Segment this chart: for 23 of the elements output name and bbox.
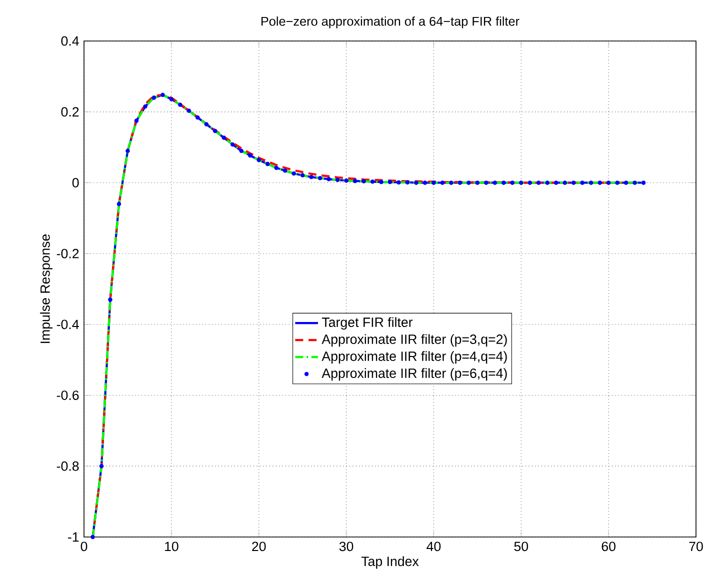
legend-label: Target FIR filter [322, 317, 413, 330]
x-tick-label: 20 [252, 542, 266, 552]
x-tick-label: 40 [426, 542, 441, 552]
y-tick-label: 0 [72, 178, 79, 188]
x-axis-title: Tap Index [361, 556, 419, 569]
x-tick-label: 0 [80, 542, 88, 552]
x-tick-label: 60 [602, 542, 616, 552]
legend-label: Approximate IIR filter (p=3,q=2) [322, 334, 507, 347]
y-tick-label: -0.8 [56, 461, 79, 471]
y-tick-label: -0.4 [56, 320, 79, 330]
y-tick-label: 0.2 [61, 107, 79, 117]
chart-title: Pole−zero approximation of a 64−tap FIR filter [261, 16, 520, 28]
x-tick-label: 50 [514, 542, 528, 552]
y-tick-label: -0.2 [56, 248, 79, 258]
y-axis-title: Impulse Response [40, 234, 52, 343]
y-tick-label: -0.6 [56, 390, 79, 400]
y-tick-label: -1 [68, 532, 79, 542]
y-tick-label: 0.4 [61, 36, 79, 46]
x-tick-label: 10 [165, 542, 178, 552]
legend-label: Approximate IIR filter (p=6,q=4) [322, 368, 507, 381]
x-tick-label: 70 [689, 542, 703, 552]
legend-label: Approximate IIR filter (p=4,q=4) [322, 351, 507, 364]
x-tick-label: 30 [339, 542, 354, 552]
